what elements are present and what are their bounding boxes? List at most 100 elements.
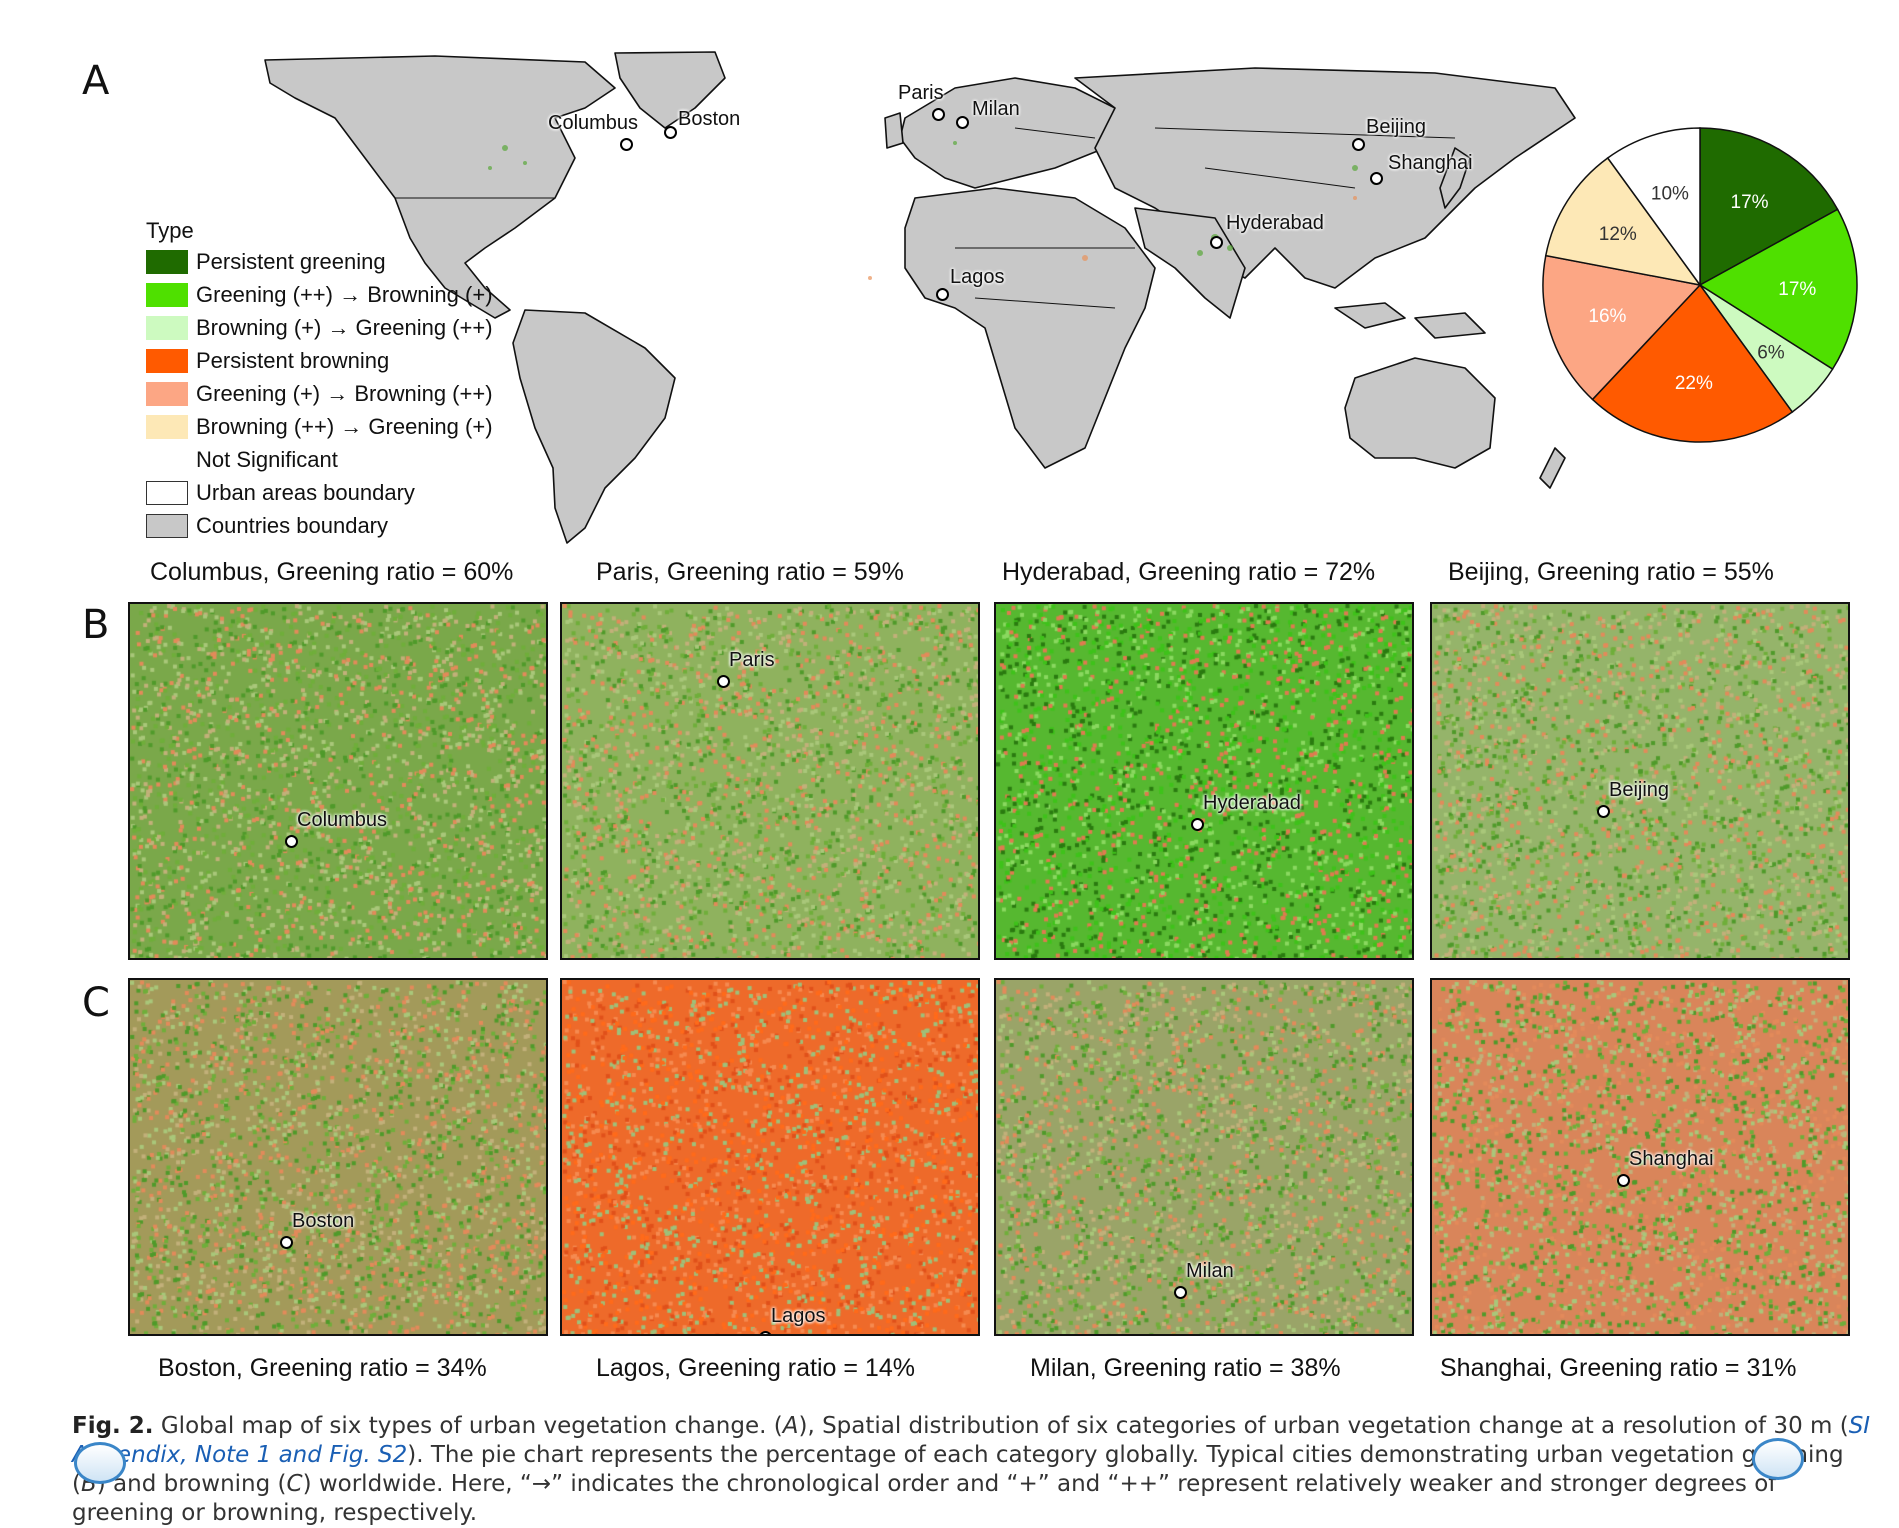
caption-b-3: Hyderabad, Greening ratio = 72% <box>1002 558 1376 586</box>
city-dot <box>1617 1174 1630 1187</box>
legend-label: Countries boundary <box>196 513 389 538</box>
city-label: Paris <box>729 649 775 671</box>
pie-slice-label: 10% <box>1651 183 1689 204</box>
map-dot-beijing <box>1352 138 1365 151</box>
legend-swatch <box>146 382 188 406</box>
city-label: Shanghai <box>1629 1148 1714 1170</box>
pie-slice <box>1698 208 1858 371</box>
map-label-shanghai: Shanghai <box>1388 152 1473 174</box>
legend-label: Browning (+) → Greening (++) <box>196 315 493 340</box>
map-dot-lagos <box>936 288 949 301</box>
map-label-beijing: Beijing <box>1366 116 1427 138</box>
caption-c-4: Shanghai, Greening ratio = 31% <box>1440 1354 1797 1382</box>
overlay-badge-right-icon[interactable] <box>1752 1438 1804 1480</box>
figure-caption: Fig. 2. Global map of six types of urban… <box>72 1412 1872 1528</box>
caption-text-5: ) worldwide. Here, “→” indicates the chr… <box>72 1471 1777 1526</box>
tile-milan: Milan <box>994 978 1414 1336</box>
pie-slice-label: 16% <box>1588 306 1626 327</box>
legend-swatch <box>146 316 188 340</box>
legend-label: Persistent browning <box>196 348 390 373</box>
legend-item: Greening (++) → Browning (+) <box>146 281 493 309</box>
tile-beijing-texture <box>1432 604 1848 958</box>
tile-boston-texture <box>130 980 546 1334</box>
world-map <box>255 48 1595 548</box>
pie-slice <box>1606 127 1701 288</box>
legend-item: Countries boundary <box>146 512 388 540</box>
map-dot-boston <box>664 126 677 139</box>
city-label: Lagos <box>771 1305 826 1327</box>
caption-b-1: Columbus, Greening ratio = 60% <box>150 558 514 586</box>
overlay-badge-left-icon[interactable] <box>74 1442 126 1484</box>
pie-slice <box>1591 283 1794 443</box>
pie-slice <box>1544 156 1702 287</box>
legend: Type Persistent greening Greening (++) → … <box>146 218 546 548</box>
legend-label: Urban areas boundary <box>196 480 415 505</box>
legend-label: Not Significant <box>196 447 338 472</box>
city-dot <box>1174 1286 1187 1299</box>
caption-b-4: Beijing, Greening ratio = 55% <box>1448 558 1774 586</box>
caption-c-1: Boston, Greening ratio = 34% <box>158 1354 487 1382</box>
map-label-lagos: Lagos <box>950 266 1005 288</box>
pie-slice-label: 22% <box>1675 373 1713 394</box>
tile-boston: Boston <box>128 978 548 1336</box>
map-label-paris: Paris <box>898 82 944 104</box>
legend-swatch <box>146 481 188 505</box>
map-label-hyderabad: Hyderabad <box>1226 212 1324 234</box>
si-appendix-link[interactable]: SI Appendix, Note 1 and Fig. S2 <box>72 1413 1871 1468</box>
city-dot <box>285 835 298 848</box>
tile-paris-texture <box>562 604 978 958</box>
caption-ref-a: A <box>782 1413 799 1439</box>
tile-hyderabad: Hyderabad <box>994 602 1414 960</box>
pie-slice <box>1699 127 1839 287</box>
map-label-milan: Milan <box>972 98 1020 120</box>
legend-label: Greening (+) → Browning (++) <box>196 381 493 406</box>
city-label: Boston <box>292 1210 355 1232</box>
legend-label: Browning (++) → Greening (+) <box>196 414 493 439</box>
caption-text-1: Global map of six types of urban vegetat… <box>153 1413 783 1439</box>
legend-item: Persistent browning <box>146 347 389 375</box>
city-dot <box>1597 805 1610 818</box>
panel-letter-a: A <box>82 58 110 104</box>
caption-text-3: ). The pie chart represents the percenta… <box>72 1442 1844 1497</box>
panel-letter-b: B <box>82 602 110 648</box>
legend-swatch <box>146 415 188 439</box>
legend-item: Greening (+) → Browning (++) <box>146 380 493 408</box>
pie-slice <box>1542 254 1702 401</box>
caption-text-2: ), Spatial distribution of six categorie… <box>798 1413 1849 1439</box>
caption-c-2: Lagos, Greening ratio = 14% <box>596 1354 915 1382</box>
tile-shanghai-texture <box>1432 980 1848 1334</box>
tile-paris: Paris <box>560 602 980 960</box>
city-dot <box>717 675 730 688</box>
map-dot-milan <box>956 116 969 129</box>
world-map-graphic <box>264 51 1576 544</box>
pie-slice-label: 17% <box>1778 279 1816 300</box>
legend-item: Urban areas boundary <box>146 479 415 507</box>
map-dot-columbus <box>620 138 633 151</box>
map-dot-shanghai <box>1370 172 1383 185</box>
caption-text-4: ) and browning ( <box>96 1471 287 1497</box>
tile-columbus: Columbus <box>128 602 548 960</box>
legend-swatch <box>146 514 188 538</box>
panel-letter-c: C <box>82 980 110 1026</box>
legend-label: Greening (++) → Browning (+) <box>196 282 493 307</box>
pie-slice-label: 12% <box>1599 224 1637 245</box>
tile-beijing: Beijing <box>1430 602 1850 960</box>
legend-item: Browning (++) → Greening (+) <box>146 413 493 441</box>
pie-slice-label: 6% <box>1757 343 1785 364</box>
figure-label: Fig. 2. <box>72 1413 154 1439</box>
legend-title: Type <box>146 218 194 243</box>
pie-chart: 17% 17% 6% 22% 16% 12% 10% <box>1535 120 1865 450</box>
city-label: Milan <box>1186 1260 1234 1282</box>
legend-swatch <box>146 448 188 472</box>
caption-c-3: Milan, Greening ratio = 38% <box>1030 1354 1341 1382</box>
legend-label: Persistent greening <box>196 249 386 274</box>
map-dot-paris <box>932 108 945 121</box>
legend-item: Browning (+) → Greening (++) <box>146 314 493 342</box>
legend-swatch <box>146 250 188 274</box>
city-dot <box>1191 818 1204 831</box>
legend-swatch <box>146 283 188 307</box>
map-label-columbus: Columbus <box>548 112 639 134</box>
tile-lagos: Lagos <box>560 978 980 1336</box>
city-dot <box>280 1236 293 1249</box>
tile-hyderabad-texture <box>996 604 1412 958</box>
